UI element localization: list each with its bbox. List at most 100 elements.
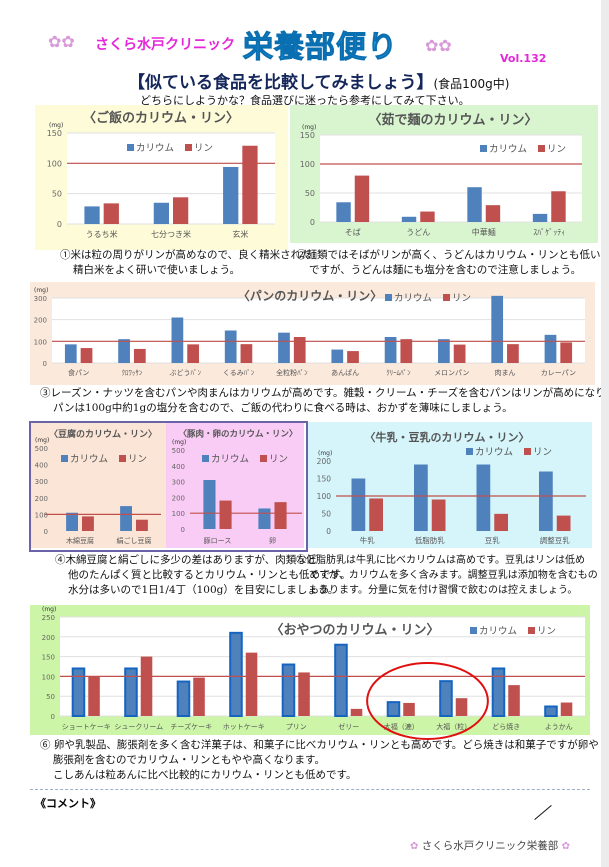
bar-potassium: [467, 187, 482, 222]
footer: ✿ さくら水戸クリニック栄養部 ✿: [410, 838, 570, 853]
x-category-label: シュークリーム: [114, 723, 163, 731]
y-tick-label: 100: [42, 673, 55, 681]
chart-title: 〈ご飯のカリウム・リン〉: [83, 110, 239, 126]
bar-phosphorus: [507, 344, 519, 363]
x-category-label: うるち米: [86, 229, 118, 239]
y-tick-label: 50: [46, 693, 55, 701]
chart-title: 〈茹で麺のカリウム・リン〉: [368, 112, 537, 128]
x-category-label: 食パン: [68, 368, 89, 377]
legend-label: リン: [547, 144, 566, 155]
chart-title: 〈牛乳・豆乳のカリウム・リン〉: [365, 430, 530, 444]
legend-swatch: [127, 144, 134, 151]
bar-potassium: [124, 667, 138, 717]
x-category-label: 大福（漉）: [384, 722, 419, 731]
legend-label: リン: [194, 143, 213, 154]
caption-noodle: ②麺類ではそばがリンが高く、うどんはカリウム・リンとも低い ですが、うどんは麺にも…: [296, 249, 601, 276]
x-category-label: 絹ごし豆腐: [117, 536, 152, 545]
x-category-label: ホットケーキ: [223, 723, 265, 731]
bar-phosphorus: [173, 197, 189, 224]
x-category-label: どら焼き: [492, 722, 520, 731]
highlight-circle: [366, 662, 489, 740]
chart-svg: 0 100 200 300 400 500(mg) 木綿豆腐 絹ごし豆腐 〈豆腐のカリウム・リン…: [35, 428, 161, 545]
bar-phosphorus: [508, 685, 520, 716]
legend-label: リン: [452, 293, 471, 304]
bar-phosphorus: [485, 205, 501, 222]
bar-phosphorus: [293, 337, 306, 363]
bar-potassium: [71, 667, 86, 717]
clinic-name: さくら水戸クリニック: [95, 37, 235, 53]
x-category-label: 豆乳: [485, 535, 500, 545]
y-tick-label: 300: [172, 479, 185, 487]
x-category-label: あんぱん: [331, 369, 359, 377]
y-tick-label: 250: [42, 614, 55, 622]
legend-label: カリウム: [475, 447, 513, 458]
bar-potassium: [336, 202, 351, 222]
x-category-label: 全粒粉ﾊﾟﾝ: [276, 368, 308, 377]
bar-potassium: [491, 667, 506, 717]
y-tick-label: 500: [172, 447, 185, 455]
x-category-label: ようかん: [545, 723, 573, 731]
bar-potassium: [401, 216, 417, 222]
bar-phosphorus: [431, 499, 446, 531]
bar-phosphorus: [400, 339, 413, 363]
chart-title: 〈豚肉・卵のカリウム・リン〉: [178, 429, 297, 440]
y-unit-label: (mg): [35, 437, 49, 444]
x-category-label: 肉まん: [495, 368, 516, 377]
bar-phosphorus: [245, 652, 258, 716]
protein-charts-frame: [29, 421, 308, 552]
y-tick-label: 0: [326, 527, 331, 536]
legend-label: カリウム: [211, 454, 249, 465]
legend-label: カリウム: [479, 626, 517, 637]
plot-area: [52, 298, 585, 363]
bar-potassium: [491, 295, 504, 363]
divider: [30, 789, 590, 790]
sakura-icon: ✿✿: [425, 36, 452, 55]
bar-phosphorus: [193, 677, 205, 716]
bar-phosphorus: [136, 519, 148, 531]
x-category-label: 玄米: [232, 229, 248, 239]
bar-potassium: [203, 480, 216, 529]
snack-chart: 0 50 100 150 200 250 (mg) ショートケーキ シュークリーム チーズケーキ ホ…: [30, 605, 590, 740]
x-category-label: 卵: [269, 536, 276, 545]
bar-phosphorus: [82, 516, 94, 531]
x-category-label: チーズケーキ: [170, 722, 212, 731]
legend-label: カリウム: [394, 293, 432, 304]
bar-potassium: [84, 206, 100, 224]
x-category-label: 調整豆乳: [540, 535, 570, 545]
chart-svg: 0 50 100 150(mg) うるち米 七分つき米 玄米 〈ご飯のカリウム・リン〉カリウム…: [47, 110, 275, 239]
y-tick-label: 500: [35, 445, 48, 453]
x-category-label: 中華麺: [472, 227, 496, 237]
legend-swatch: [385, 294, 392, 301]
y-tick-label: 100: [317, 492, 332, 501]
y-tick-label: 100: [300, 160, 315, 169]
legend-swatch: [466, 448, 473, 455]
y-tick-label: 400: [35, 462, 48, 470]
subtitle: どちらにしようかな？食品選びに迷ったら参考にしてみて下さい。: [140, 94, 470, 107]
bar-potassium: [539, 471, 553, 531]
legend-swatch: [61, 455, 68, 462]
legend-label: リン: [128, 454, 147, 465]
bar-potassium: [476, 464, 491, 531]
bar-phosphorus: [298, 672, 310, 716]
bar-phosphorus: [88, 676, 100, 716]
y-tick-label: 200: [42, 634, 55, 642]
bar-phosphorus: [103, 203, 119, 224]
bar-potassium: [281, 663, 296, 717]
bar-potassium: [334, 643, 348, 717]
x-category-label: メロンパン: [434, 369, 469, 377]
bar-potassium: [171, 317, 184, 363]
bar-phosphorus: [369, 498, 383, 531]
legend-swatch: [538, 145, 545, 152]
bar-potassium: [414, 464, 428, 531]
legend-swatch: [185, 144, 192, 151]
y-tick-label: 0: [310, 218, 315, 227]
caption-snack: ⑥ 卵や乳製品、膨張剤を多く含む洋菓子は、和菓子に比べカリウム・リンとも高めです…: [40, 739, 599, 781]
y-tick-label: 200: [35, 495, 48, 503]
y-tick-label: 400: [172, 463, 185, 471]
x-category-label: ｸﾛﾜｯｻﾝ: [121, 369, 142, 377]
bar-potassium: [438, 339, 450, 363]
plot-area: [67, 133, 275, 224]
bar-potassium: [351, 478, 366, 531]
footer-text: さくら水戸クリニック栄養部: [421, 840, 559, 852]
bar-potassium: [118, 339, 130, 363]
